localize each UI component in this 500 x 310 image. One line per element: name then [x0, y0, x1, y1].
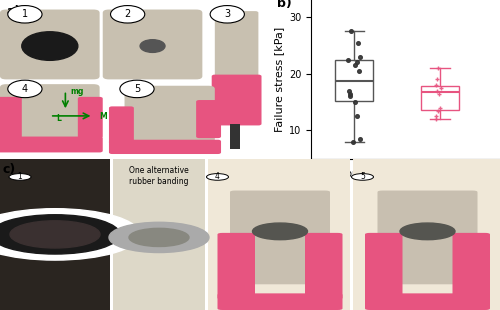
Point — [352, 63, 360, 68]
Point — [432, 114, 440, 119]
Point — [438, 86, 446, 91]
Text: 4: 4 — [215, 172, 220, 181]
Point — [352, 100, 360, 104]
Point — [436, 105, 444, 110]
Circle shape — [8, 6, 42, 23]
Point — [352, 60, 360, 65]
FancyBboxPatch shape — [218, 293, 342, 310]
FancyBboxPatch shape — [452, 233, 490, 299]
FancyBboxPatch shape — [230, 124, 239, 149]
FancyBboxPatch shape — [365, 233, 403, 299]
Point — [348, 139, 356, 144]
Text: 2: 2 — [124, 9, 131, 19]
FancyBboxPatch shape — [0, 136, 102, 153]
Text: b): b) — [278, 0, 292, 10]
Point — [346, 91, 354, 96]
FancyBboxPatch shape — [0, 84, 100, 151]
FancyBboxPatch shape — [305, 233, 343, 299]
Circle shape — [0, 209, 140, 260]
Circle shape — [120, 80, 154, 98]
Text: 3: 3 — [224, 9, 230, 19]
Point — [353, 114, 361, 119]
FancyBboxPatch shape — [0, 10, 100, 79]
Text: mg: mg — [70, 87, 84, 96]
Bar — [352, 159, 500, 310]
Point — [346, 94, 354, 99]
Point — [345, 88, 353, 93]
FancyBboxPatch shape — [196, 100, 221, 138]
FancyBboxPatch shape — [102, 10, 202, 79]
Circle shape — [129, 228, 189, 246]
FancyBboxPatch shape — [230, 191, 330, 284]
FancyBboxPatch shape — [378, 191, 478, 284]
Point — [346, 29, 354, 34]
Text: 1: 1 — [18, 172, 22, 181]
Text: c): c) — [2, 163, 16, 176]
Point — [432, 82, 440, 87]
Point — [434, 77, 442, 82]
Y-axis label: Failure stress [kPa]: Failure stress [kPa] — [274, 27, 283, 132]
Bar — [0, 159, 110, 310]
FancyBboxPatch shape — [212, 75, 262, 126]
Text: 5: 5 — [134, 84, 140, 94]
FancyBboxPatch shape — [124, 86, 215, 149]
Text: L: L — [56, 114, 62, 123]
Bar — [112, 159, 205, 310]
Circle shape — [22, 32, 78, 60]
Circle shape — [110, 6, 145, 23]
Circle shape — [252, 223, 308, 240]
Circle shape — [352, 174, 374, 180]
FancyBboxPatch shape — [78, 97, 102, 138]
Text: a): a) — [6, 5, 20, 18]
Circle shape — [206, 174, 229, 180]
Circle shape — [9, 174, 31, 180]
Circle shape — [210, 6, 244, 23]
Point — [356, 136, 364, 141]
FancyBboxPatch shape — [365, 293, 490, 310]
Text: 1: 1 — [22, 9, 28, 19]
Point — [356, 54, 364, 59]
Point — [434, 108, 442, 113]
Point — [434, 88, 442, 93]
Circle shape — [10, 221, 100, 248]
Text: One alternative
rubber banding: One alternative rubber banding — [129, 166, 189, 186]
Point — [432, 117, 440, 122]
FancyBboxPatch shape — [215, 11, 258, 81]
FancyBboxPatch shape — [218, 233, 255, 299]
Circle shape — [140, 40, 165, 52]
Point — [354, 40, 362, 45]
Circle shape — [8, 80, 42, 98]
FancyBboxPatch shape — [109, 140, 221, 154]
Circle shape — [0, 215, 120, 254]
Text: 5: 5 — [360, 172, 365, 181]
FancyBboxPatch shape — [109, 106, 134, 144]
Point — [434, 66, 442, 71]
Text: 4: 4 — [22, 84, 28, 94]
Circle shape — [400, 223, 455, 240]
Point — [344, 57, 352, 62]
Circle shape — [109, 222, 209, 253]
Bar — [208, 159, 350, 310]
FancyBboxPatch shape — [0, 97, 22, 138]
Point — [435, 91, 443, 96]
Point — [354, 69, 362, 73]
Text: M: M — [100, 112, 108, 121]
